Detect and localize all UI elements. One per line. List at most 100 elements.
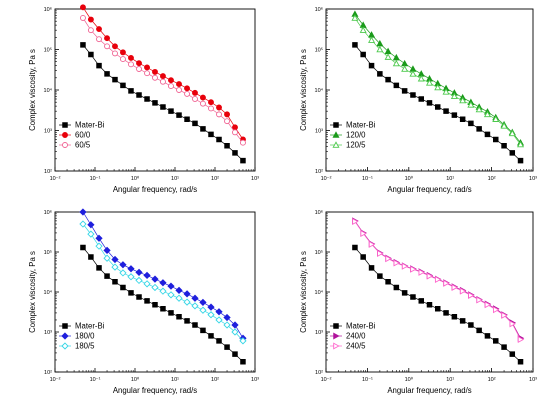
data-point bbox=[176, 87, 182, 93]
data-point bbox=[239, 337, 247, 345]
data-point bbox=[517, 140, 525, 148]
data-point bbox=[200, 100, 206, 107]
data-point bbox=[216, 104, 222, 111]
data-point bbox=[200, 126, 206, 132]
data-point bbox=[159, 279, 167, 287]
y-tick-label: 10⁵ bbox=[315, 249, 323, 256]
series-line bbox=[354, 44, 521, 161]
series-line bbox=[354, 247, 521, 363]
data-point bbox=[159, 287, 167, 295]
data-point bbox=[199, 306, 207, 314]
data-point bbox=[368, 36, 376, 43]
data-point bbox=[509, 351, 516, 357]
data-point bbox=[223, 313, 231, 322]
data-point bbox=[168, 83, 174, 90]
data-point bbox=[517, 359, 524, 365]
y-tick-label: 10⁶ bbox=[44, 6, 52, 13]
data-point bbox=[517, 335, 525, 344]
data-point bbox=[443, 310, 449, 316]
data-point bbox=[208, 333, 214, 339]
x-tick-label: 10² bbox=[488, 176, 496, 182]
data-point bbox=[393, 259, 401, 267]
data-point bbox=[232, 124, 238, 131]
data-point bbox=[191, 302, 199, 310]
data-point bbox=[484, 131, 491, 138]
y-tick-label: 10⁴ bbox=[44, 87, 53, 94]
data-point bbox=[450, 92, 458, 100]
data-point bbox=[385, 76, 391, 83]
data-point bbox=[176, 112, 182, 118]
series-line bbox=[354, 13, 521, 143]
x-tick-label: 10² bbox=[488, 377, 496, 383]
data-point bbox=[80, 15, 86, 21]
x-tick-label: 10⁰ bbox=[405, 175, 414, 182]
legend-label: 240/0 bbox=[346, 332, 366, 341]
legend-marker bbox=[62, 323, 68, 329]
data-point bbox=[96, 62, 102, 69]
data-point bbox=[151, 275, 159, 283]
data-point bbox=[232, 129, 238, 136]
data-point bbox=[467, 101, 475, 108]
data-point bbox=[231, 321, 239, 329]
data-point bbox=[468, 120, 474, 127]
data-point bbox=[418, 268, 425, 276]
data-point bbox=[434, 306, 441, 312]
data-point bbox=[208, 99, 214, 106]
data-point bbox=[509, 320, 516, 328]
data-point bbox=[79, 208, 87, 216]
data-point bbox=[508, 129, 516, 137]
data-point bbox=[103, 254, 111, 262]
data-point bbox=[476, 126, 482, 132]
data-point bbox=[483, 110, 491, 118]
x-tick-label: 10⁻¹ bbox=[362, 377, 373, 383]
data-point bbox=[385, 279, 391, 285]
data-point bbox=[136, 60, 142, 67]
data-point bbox=[352, 42, 358, 48]
data-point bbox=[152, 68, 158, 75]
x-axis-label: Angular frequency, rad/s bbox=[113, 386, 197, 395]
data-point bbox=[240, 157, 246, 164]
data-point bbox=[87, 16, 94, 23]
data-point bbox=[240, 359, 246, 365]
x-tick-label: 10² bbox=[211, 176, 219, 182]
data-point bbox=[377, 249, 384, 257]
data-point bbox=[192, 96, 198, 102]
legend-label: Mater-Bi bbox=[346, 121, 376, 130]
y-tick-label: 10³ bbox=[44, 330, 52, 336]
data-point bbox=[484, 301, 492, 309]
data-point bbox=[160, 104, 166, 110]
data-point bbox=[352, 217, 359, 225]
data-point bbox=[393, 284, 400, 291]
data-point bbox=[127, 265, 135, 273]
data-point bbox=[468, 291, 475, 299]
legend-label: 60/0 bbox=[75, 131, 91, 140]
data-point bbox=[135, 268, 143, 276]
legend-marker bbox=[333, 122, 339, 128]
data-point bbox=[368, 240, 376, 248]
series-Mater-Bi bbox=[352, 244, 524, 365]
data-point bbox=[80, 42, 86, 48]
y-tick-label: 10⁵ bbox=[315, 47, 323, 54]
data-point bbox=[410, 265, 417, 273]
y-axis-label: Complex viscosity, Pa s bbox=[28, 49, 37, 131]
data-point bbox=[493, 338, 499, 344]
data-point bbox=[200, 327, 206, 334]
legend-label: 120/0 bbox=[346, 131, 366, 140]
data-point bbox=[120, 284, 126, 291]
data-point bbox=[223, 321, 231, 329]
data-point bbox=[493, 136, 499, 143]
data-point bbox=[128, 290, 134, 296]
data-point bbox=[377, 273, 383, 279]
x-tick-label: 10¹ bbox=[171, 377, 179, 383]
data-point bbox=[409, 70, 417, 77]
x-axis-label: Angular frequency, rad/s bbox=[113, 185, 197, 194]
legend-label: 180/5 bbox=[75, 342, 95, 351]
data-point bbox=[176, 81, 182, 88]
data-point bbox=[111, 263, 119, 271]
data-point bbox=[459, 318, 466, 324]
x-tick-label: 10⁻² bbox=[50, 377, 61, 383]
y-tick-label: 10⁶ bbox=[315, 6, 323, 13]
